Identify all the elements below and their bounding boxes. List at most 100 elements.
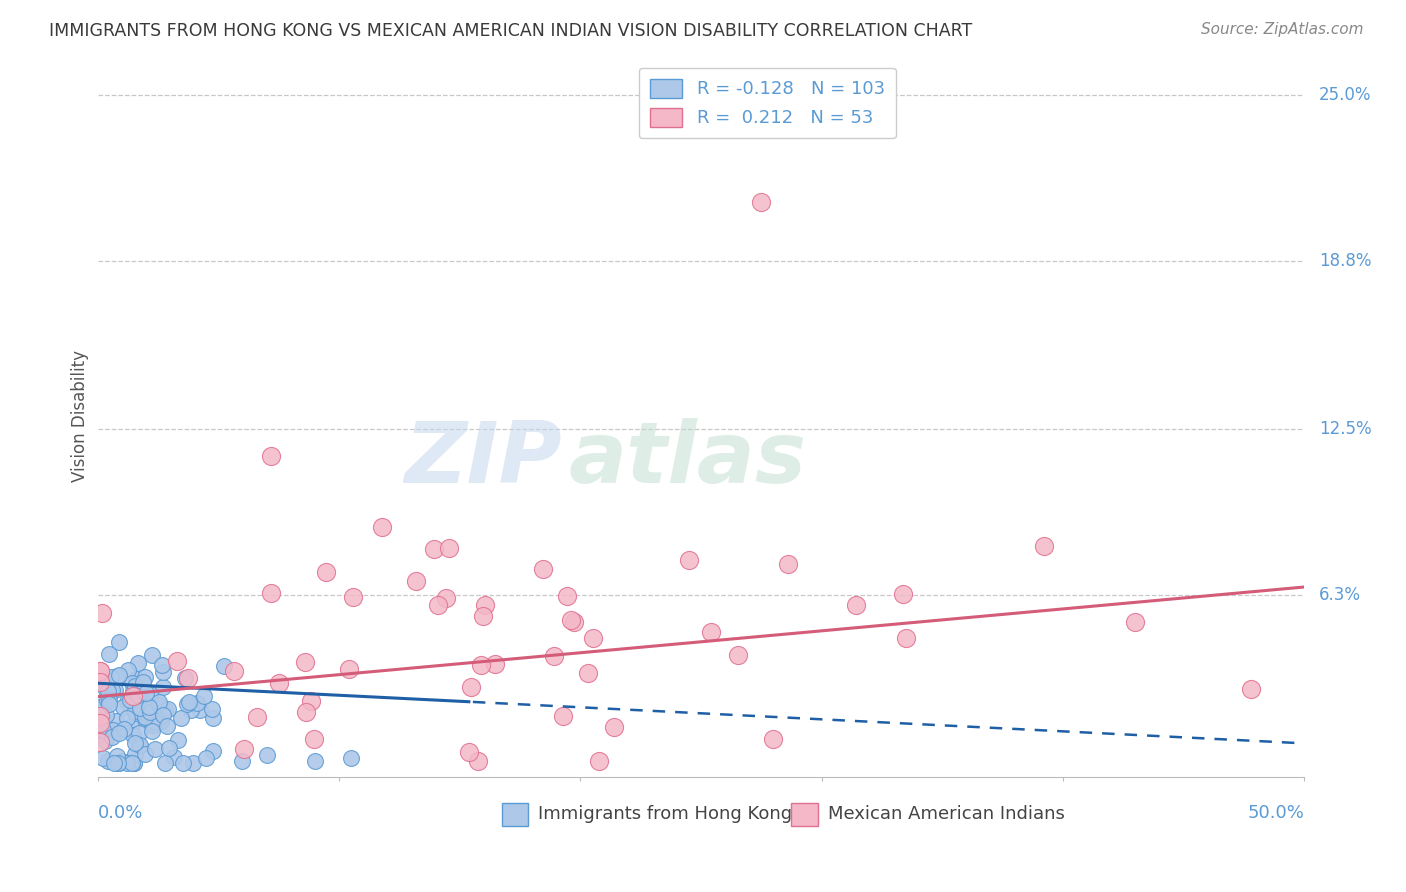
Point	[141, 724, 163, 739]
Point	[173, 671, 195, 685]
Point	[188, 703, 211, 717]
Point	[186, 696, 208, 710]
Point	[134, 686, 156, 700]
Point	[97, 647, 120, 661]
Point	[141, 648, 163, 662]
Point	[177, 695, 200, 709]
Point	[169, 711, 191, 725]
Point	[89, 716, 111, 731]
Point	[91, 675, 114, 690]
Point	[117, 663, 139, 677]
Point	[727, 648, 749, 662]
Point	[89, 699, 111, 714]
Point	[201, 744, 224, 758]
Point	[142, 718, 165, 732]
Point	[555, 589, 578, 603]
Point	[422, 542, 444, 557]
Point	[458, 744, 481, 758]
Point	[152, 680, 174, 694]
Point	[131, 674, 153, 689]
Point	[222, 664, 245, 678]
Point	[103, 756, 125, 771]
Point	[340, 751, 363, 765]
Point	[576, 665, 599, 680]
Point	[138, 699, 160, 714]
Point	[212, 658, 235, 673]
Point	[134, 670, 156, 684]
Point	[437, 541, 460, 556]
Point	[94, 707, 117, 722]
Point	[294, 706, 316, 720]
Point	[201, 711, 224, 725]
Point	[845, 599, 868, 613]
Point	[342, 590, 364, 604]
Point	[89, 735, 111, 749]
Point	[484, 657, 506, 671]
Point	[105, 669, 128, 683]
Point	[891, 587, 914, 601]
Point	[553, 709, 575, 723]
Text: 0.0%: 0.0%	[97, 805, 143, 822]
Point	[128, 739, 150, 753]
Point	[124, 756, 146, 771]
Point	[294, 655, 316, 669]
Y-axis label: Vision Disability: Vision Disability	[72, 350, 89, 482]
Text: Immigrants from Hong Kong: Immigrants from Hong Kong	[538, 805, 792, 823]
Point	[128, 691, 150, 706]
Point	[231, 754, 253, 768]
Point	[98, 692, 121, 706]
Point	[145, 714, 167, 729]
Point	[155, 703, 177, 717]
Point	[304, 754, 326, 768]
FancyBboxPatch shape	[502, 803, 529, 826]
Point	[108, 725, 131, 739]
Point	[460, 680, 482, 694]
Point	[97, 697, 120, 711]
Point	[91, 723, 114, 737]
Point	[128, 738, 150, 752]
Point	[128, 725, 150, 739]
Point	[101, 683, 124, 698]
Point	[120, 756, 142, 770]
Point	[107, 756, 129, 771]
Point	[163, 749, 186, 764]
Point	[117, 756, 139, 771]
Point	[256, 748, 278, 763]
Point	[176, 697, 198, 711]
Point	[195, 751, 218, 765]
Point	[105, 749, 128, 764]
Text: atlas: atlas	[568, 417, 806, 500]
Text: ZIP: ZIP	[405, 417, 562, 500]
Point	[89, 674, 111, 689]
Point	[700, 624, 723, 639]
Point	[467, 754, 489, 768]
Point	[139, 706, 162, 720]
Point	[89, 708, 111, 723]
Point	[1240, 681, 1263, 696]
Point	[94, 683, 117, 698]
Point	[157, 702, 180, 716]
Point	[89, 665, 111, 679]
Point	[115, 695, 138, 709]
Point	[139, 687, 162, 701]
Point	[434, 591, 457, 605]
Point	[370, 520, 392, 534]
Point	[108, 756, 131, 771]
Point	[97, 684, 120, 698]
Point	[543, 649, 565, 664]
Point	[177, 671, 200, 685]
Point	[181, 756, 204, 771]
Point	[562, 615, 585, 629]
Point	[337, 662, 360, 676]
Point	[118, 693, 141, 707]
FancyBboxPatch shape	[792, 803, 818, 826]
Point	[104, 714, 127, 728]
Point	[474, 598, 496, 612]
Text: 12.5%: 12.5%	[1319, 420, 1371, 438]
Point	[145, 741, 167, 756]
Text: 50.0%: 50.0%	[1247, 805, 1305, 822]
Legend: R = -0.128   N = 103, R =  0.212   N = 53: R = -0.128 N = 103, R = 0.212 N = 53	[638, 68, 896, 138]
Point	[127, 688, 149, 702]
Point	[172, 756, 194, 771]
Point	[581, 632, 603, 646]
